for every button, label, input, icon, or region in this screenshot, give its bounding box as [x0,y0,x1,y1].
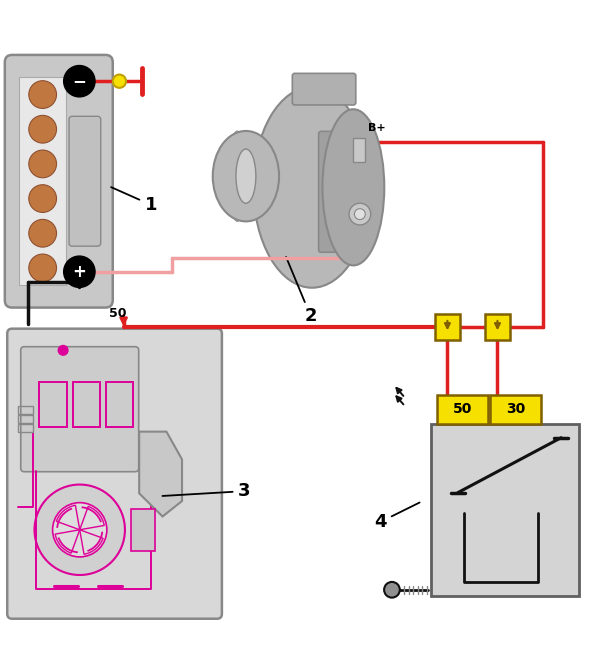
Bar [19,77,66,285]
Ellipse shape [236,149,256,203]
Bar [39,382,66,427]
Ellipse shape [229,131,245,221]
Circle shape [58,346,68,355]
Ellipse shape [323,109,384,265]
Bar [437,395,488,424]
Bar [353,137,365,161]
Circle shape [29,219,57,247]
Ellipse shape [253,87,371,287]
Circle shape [113,75,126,88]
Bar [431,424,579,596]
Circle shape [355,209,365,219]
Bar [18,424,33,432]
FancyBboxPatch shape [318,131,366,252]
FancyBboxPatch shape [7,329,222,619]
Circle shape [29,150,57,178]
Circle shape [384,582,400,598]
Ellipse shape [246,142,263,211]
Ellipse shape [232,133,248,219]
Circle shape [29,254,57,281]
Bar [490,395,541,424]
Bar [18,416,33,423]
Ellipse shape [241,138,257,214]
Ellipse shape [238,136,254,216]
Text: +: + [72,263,86,281]
Text: 4: 4 [374,502,420,531]
Text: 50: 50 [109,307,126,320]
FancyBboxPatch shape [21,347,139,472]
Text: 30: 30 [506,402,525,416]
Bar [18,406,33,414]
Circle shape [34,484,125,575]
Circle shape [29,185,57,213]
Bar [106,382,133,427]
Text: 2: 2 [286,257,317,325]
FancyBboxPatch shape [69,116,101,246]
Circle shape [29,115,57,143]
Text: 50: 50 [453,402,473,416]
FancyBboxPatch shape [292,73,356,105]
Circle shape [29,81,57,109]
Ellipse shape [235,135,251,218]
Text: −: − [72,72,86,90]
Bar [72,382,99,427]
Bar [435,314,460,340]
Circle shape [64,256,95,287]
Ellipse shape [243,140,260,212]
Circle shape [64,65,95,97]
Text: 1: 1 [111,187,157,214]
FancyBboxPatch shape [5,55,113,307]
Ellipse shape [213,131,279,221]
Bar [131,509,155,551]
Circle shape [349,203,371,225]
Circle shape [52,503,107,557]
Polygon shape [139,432,182,516]
Text: 3: 3 [162,482,251,500]
Text: B+: B+ [368,123,385,133]
Bar [485,314,510,340]
